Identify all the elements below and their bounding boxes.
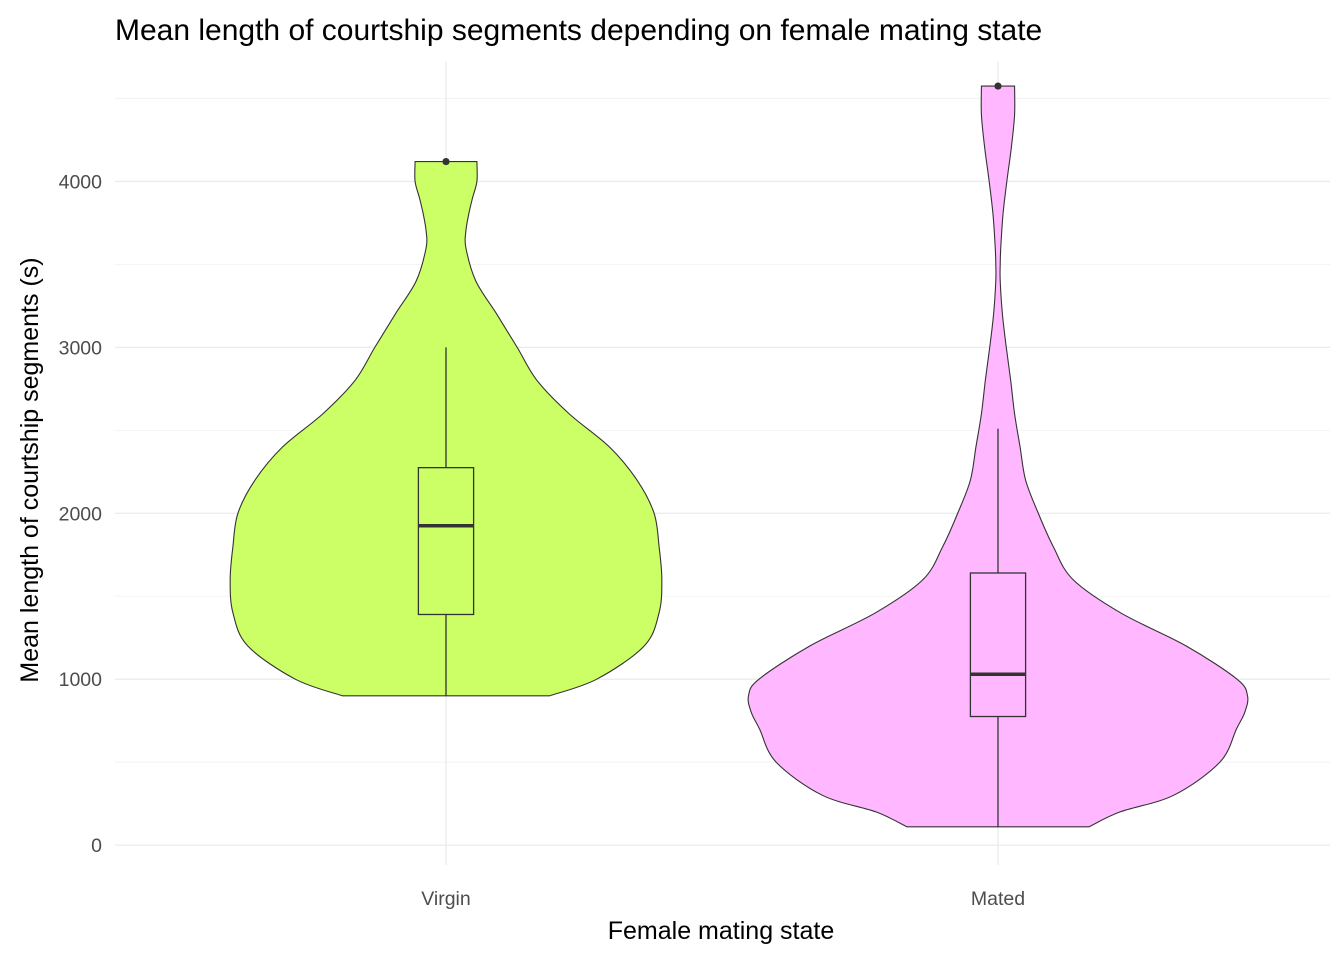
y-tick-label: 1000 [59,669,103,691]
y-tick-label: 0 [91,835,102,857]
violins [229,85,1249,828]
y-axis-title: Mean length of courtship segments (s) [16,257,44,682]
outlier-point-virgin [442,157,450,166]
y-axis-ticks: 0 1000 2000 3000 4000 [59,171,103,857]
x-axis-title: Female mating state [608,917,835,945]
box-virgin [417,466,475,616]
box-mated [969,572,1027,718]
x-tick-label: Mated [971,888,1025,910]
boxplots [417,347,1027,827]
chart-title: Mean length of courtship segments depend… [115,14,1042,47]
y-tick-label: 4000 [59,171,103,193]
y-tick-label: 2000 [59,503,103,525]
outliers [442,82,1002,166]
outlier-point-mated [994,82,1002,90]
y-tick-label: 3000 [59,337,103,359]
x-axis-ticks: Virgin Mated [421,888,1025,910]
x-tick-label: Virgin [421,888,471,910]
